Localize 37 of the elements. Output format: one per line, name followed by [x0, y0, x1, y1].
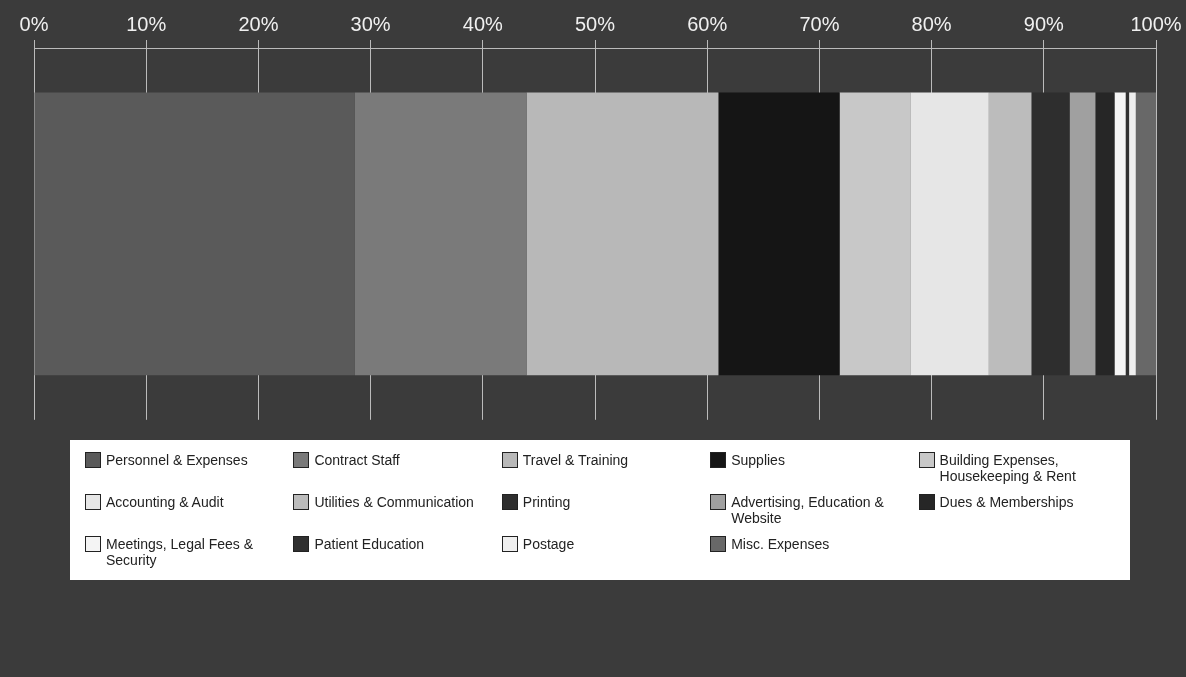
legend-label: Advertising, Education & Website: [731, 494, 885, 526]
legend-label: Printing: [522, 494, 571, 510]
bar: [1069, 92, 1096, 376]
x-tick-label: 80%: [911, 12, 952, 35]
legend-label: Supplies: [731, 452, 785, 468]
legend-label: Meetings, Legal Fees & Security: [106, 536, 255, 568]
x-tick-label: 60%: [687, 12, 728, 35]
bar: [1031, 92, 1070, 376]
x-tick-label: 50%: [574, 12, 616, 35]
legend-label: Accounting & Audit: [106, 494, 224, 510]
legend-label: Misc. Expenses: [731, 536, 830, 552]
x-tick-label: 20%: [238, 12, 279, 35]
bar: [34, 92, 355, 376]
x-tick-label: 10%: [126, 12, 167, 35]
bar: [988, 92, 1032, 376]
bar: [1114, 92, 1126, 376]
bar: [1135, 92, 1156, 376]
x-tick-label: 90%: [1023, 12, 1065, 35]
x-tick-label: 100%: [1130, 12, 1182, 35]
x-tick-label: 0%: [19, 12, 49, 35]
x-tick-label: 40%: [462, 12, 504, 35]
bar: [1129, 92, 1136, 376]
bar: [839, 92, 911, 376]
x-tick-label: 30%: [350, 12, 391, 35]
bar: [354, 92, 527, 376]
bar: [910, 92, 989, 376]
bar: [1095, 92, 1115, 376]
legend-label: Building Expenses, Housekeeping & Rent: [939, 452, 1077, 484]
x-tick-label: 70%: [799, 12, 840, 35]
legend-label: Contract Staff: [314, 452, 400, 468]
legend-label: Personnel & Expenses: [106, 452, 248, 468]
bar: [718, 92, 840, 376]
legend-label: Dues & Memberships: [939, 494, 1074, 510]
legend-label: Utilities & Communication: [314, 494, 474, 510]
legend-label: Postage: [522, 536, 575, 552]
legend-label: Patient Education: [314, 536, 425, 552]
legend-label: Travel & Training: [522, 452, 629, 468]
